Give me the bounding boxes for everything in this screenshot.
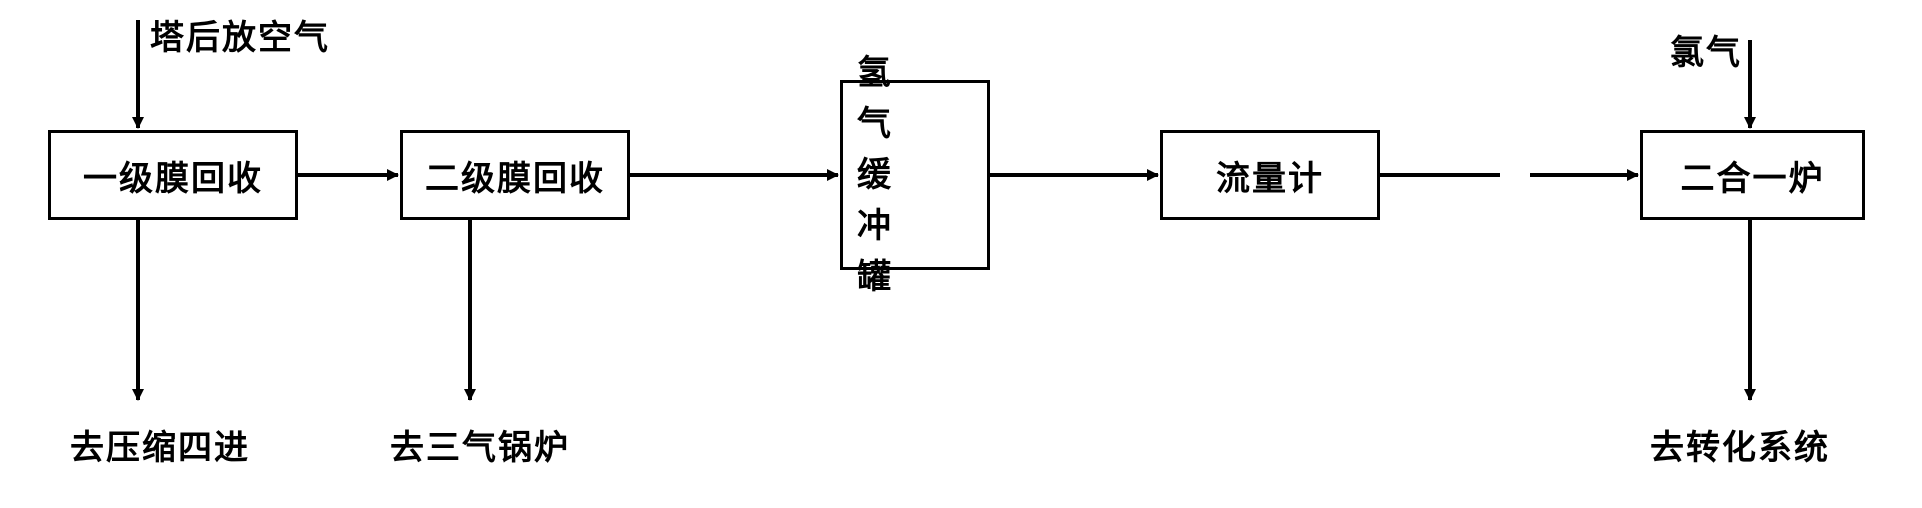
label-input-tower-vent-text: 塔后放空气 [150,20,330,57]
node-buffer-line1: 氢 气 [857,48,987,150]
label-out-conversion-text: 去转化系统 [1650,430,1830,467]
label-out-conversion: 去转化系统 [1650,420,1830,469]
label-input-tower-vent: 塔后放空气 [150,10,330,59]
label-out-boiler-text: 去三气锅炉 [390,430,570,467]
node-combined-furnace: 二合一炉 [1640,130,1865,220]
diagram-canvas: 一级膜回收 二级膜回收 氢 气 缓 冲 罐 流量计 二合一炉 塔后放空气 氯气 … [0,0,1922,508]
node-stage2-label: 二级膜回收 [425,151,605,200]
node-flow-meter: 流量计 [1160,130,1380,220]
node-stage2-membrane: 二级膜回收 [400,130,630,220]
node-furnace-label: 二合一炉 [1681,151,1825,200]
node-h2-buffer-tank: 氢 气 缓 冲 罐 [840,80,990,270]
label-out-boiler: 去三气锅炉 [390,420,570,469]
node-flowmeter-label: 流量计 [1216,151,1324,200]
label-input-chlorine-text: 氯气 [1670,35,1742,72]
label-out-compress4: 去压缩四进 [70,420,250,469]
node-stage1-label: 一级膜回收 [83,151,263,200]
node-stage1-membrane: 一级膜回收 [48,130,298,220]
node-buffer-line3: 罐 [857,252,909,303]
label-out-compress4-text: 去压缩四进 [70,430,250,467]
node-buffer-line2: 缓 冲 [857,150,987,252]
label-input-chlorine: 氯气 [1670,25,1742,74]
